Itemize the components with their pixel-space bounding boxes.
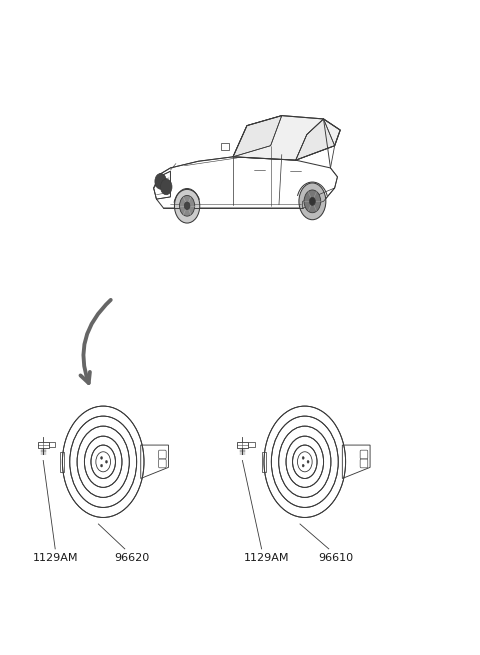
FancyArrowPatch shape <box>81 300 111 383</box>
FancyBboxPatch shape <box>248 442 255 447</box>
Polygon shape <box>154 157 337 208</box>
Circle shape <box>62 406 144 517</box>
Polygon shape <box>233 115 282 157</box>
Polygon shape <box>262 452 266 472</box>
Circle shape <box>155 174 167 189</box>
Polygon shape <box>220 143 229 150</box>
Polygon shape <box>233 115 340 160</box>
Polygon shape <box>342 445 370 478</box>
Circle shape <box>299 183 326 219</box>
Circle shape <box>302 464 304 467</box>
Circle shape <box>180 195 195 216</box>
Circle shape <box>310 197 315 206</box>
FancyBboxPatch shape <box>48 442 56 447</box>
Polygon shape <box>60 452 64 472</box>
FancyBboxPatch shape <box>158 450 166 459</box>
Text: 96610: 96610 <box>318 553 354 563</box>
Text: 1129AM: 1129AM <box>33 553 78 563</box>
Circle shape <box>106 460 108 463</box>
Circle shape <box>302 457 304 459</box>
Circle shape <box>100 464 103 467</box>
Text: 96620: 96620 <box>114 553 150 563</box>
Circle shape <box>160 179 172 195</box>
Polygon shape <box>141 445 168 478</box>
Polygon shape <box>296 119 335 160</box>
Polygon shape <box>154 172 170 199</box>
FancyBboxPatch shape <box>360 459 368 468</box>
Circle shape <box>174 189 200 223</box>
FancyBboxPatch shape <box>237 442 248 447</box>
Circle shape <box>298 452 312 472</box>
FancyBboxPatch shape <box>38 442 48 447</box>
FancyBboxPatch shape <box>360 450 368 459</box>
Text: 1129AM: 1129AM <box>244 553 289 563</box>
Circle shape <box>96 452 110 472</box>
FancyBboxPatch shape <box>158 459 166 468</box>
Circle shape <box>304 190 321 213</box>
Circle shape <box>100 457 103 459</box>
Circle shape <box>184 202 190 210</box>
Circle shape <box>307 460 309 463</box>
Circle shape <box>264 406 346 517</box>
